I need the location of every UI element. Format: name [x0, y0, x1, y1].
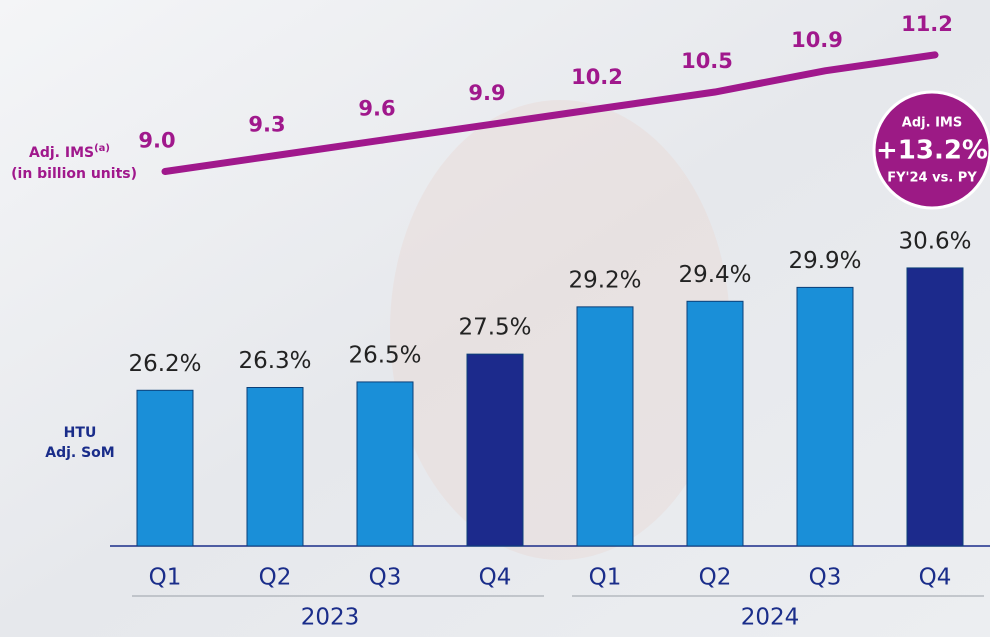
photo-hint — [390, 100, 730, 560]
bar — [576, 306, 634, 547]
x-tick-label: Q4 — [479, 565, 512, 591]
value-label: 10.9 — [791, 28, 843, 52]
value-label: 26.2% — [128, 351, 201, 377]
badge-line: FY'24 vs. PY — [887, 171, 977, 186]
value-label: 29.9% — [788, 248, 861, 274]
badge-value: +13.2% — [876, 136, 988, 166]
bar — [906, 267, 964, 547]
bar — [466, 353, 524, 547]
value-label: 11.2 — [901, 12, 953, 36]
value-label: 9.6 — [358, 97, 395, 121]
value-label: 30.6% — [898, 228, 971, 254]
value-label: 29.4% — [678, 262, 751, 288]
bar — [136, 389, 194, 547]
value-label: 9.0 — [138, 129, 175, 153]
bar-label: Adj. SoM — [45, 445, 114, 461]
line-label-text: Adj. IMS — [29, 145, 94, 161]
group-label: 2023 — [301, 605, 360, 631]
x-tick-label: Q2 — [699, 565, 732, 591]
x-tick-label: Q3 — [369, 565, 402, 591]
x-tick-label: Q1 — [149, 565, 182, 591]
value-label: 27.5% — [458, 315, 531, 341]
x-tick-label: Q1 — [589, 565, 622, 591]
value-label: 9.3 — [248, 113, 285, 137]
bar — [246, 387, 304, 547]
bar — [356, 381, 414, 547]
bar — [686, 300, 744, 547]
value-label: 26.5% — [348, 342, 421, 368]
value-label: 29.2% — [568, 267, 641, 293]
value-label: 10.2 — [571, 65, 623, 89]
value-label: 10.5 — [681, 49, 733, 73]
x-tick-label: Q4 — [919, 565, 952, 591]
bar-label: HTU — [64, 425, 97, 441]
line-label: Adj. IMS(a) — [29, 143, 110, 161]
value-label: 9.9 — [468, 81, 505, 105]
line — [161, 51, 939, 175]
badge-line: Adj. IMS — [902, 116, 962, 131]
badge: Adj. IMS +13.2% FY'24 vs. PY — [872, 90, 990, 210]
value-label: 26.3% — [238, 348, 311, 374]
badge-circle — [872, 90, 990, 210]
x-tick-label: Q2 — [259, 565, 292, 591]
bar — [796, 286, 854, 547]
line-label-note: (a) — [94, 143, 110, 154]
line-label: (in billion units) — [11, 166, 137, 182]
group-label: 2024 — [741, 605, 800, 631]
x-tick-label: Q3 — [809, 565, 842, 591]
